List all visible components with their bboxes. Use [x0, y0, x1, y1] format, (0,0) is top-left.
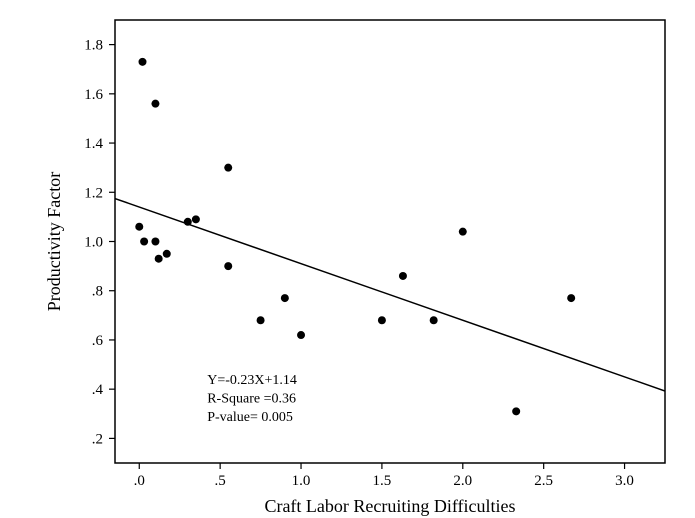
data-point: [430, 316, 438, 324]
plot-area: [115, 20, 665, 463]
data-point: [139, 58, 147, 66]
x-tick-label: 2.5: [534, 473, 553, 489]
data-point: [151, 238, 159, 246]
data-point: [224, 164, 232, 172]
data-point: [192, 215, 200, 223]
x-tick-label: .0: [134, 473, 145, 489]
data-point: [151, 100, 159, 108]
y-tick-label: .2: [92, 431, 103, 447]
chart-svg: .0 .5 1.0 1.5 2.0 2.5 3.0 .2 .4 .6 .8 1.0 1.2 1.4 1.6 1…: [0, 0, 695, 518]
x-axis-label: Craft Labor Recruiting Difficulties: [264, 496, 515, 516]
data-point: [184, 218, 192, 226]
data-point: [224, 262, 232, 270]
data-point: [512, 407, 520, 415]
data-point: [567, 294, 575, 302]
y-tick-label: 1.2: [84, 185, 103, 201]
data-point: [140, 238, 148, 246]
x-tick-label: 3.0: [615, 473, 634, 489]
data-point: [459, 228, 467, 236]
scatter-chart: .0 .5 1.0 1.5 2.0 2.5 3.0 .2 .4 .6 .8 1.0 1.2 1.4 1.6 1…: [0, 0, 695, 518]
x-tick-label: 1.0: [292, 473, 311, 489]
data-point: [163, 250, 171, 258]
y-tick-label: .8: [92, 284, 103, 300]
y-tick-label: .6: [92, 333, 104, 349]
annotation-line: Y=-0.23X+1.14: [207, 373, 297, 388]
data-point: [155, 255, 163, 263]
y-tick-label: 1.4: [84, 136, 103, 152]
data-point: [378, 316, 386, 324]
annotation-line: R-Square =0.36: [207, 392, 296, 407]
x-tick-label: 1.5: [373, 473, 392, 489]
data-point: [399, 272, 407, 280]
data-point: [135, 223, 143, 231]
y-tick-label: 1.8: [84, 38, 103, 54]
data-point: [281, 294, 289, 302]
y-axis-label: Productivity Factor: [44, 172, 64, 311]
annotation-line: P-value= 0.005: [207, 410, 293, 425]
x-tick-label: 2.0: [453, 473, 472, 489]
data-point: [297, 331, 305, 339]
y-tick-label: 1.0: [84, 235, 103, 251]
y-tick-label: 1.6: [84, 87, 103, 103]
data-point: [257, 316, 265, 324]
y-tick-label: .4: [92, 382, 104, 398]
x-tick-label: .5: [215, 473, 226, 489]
